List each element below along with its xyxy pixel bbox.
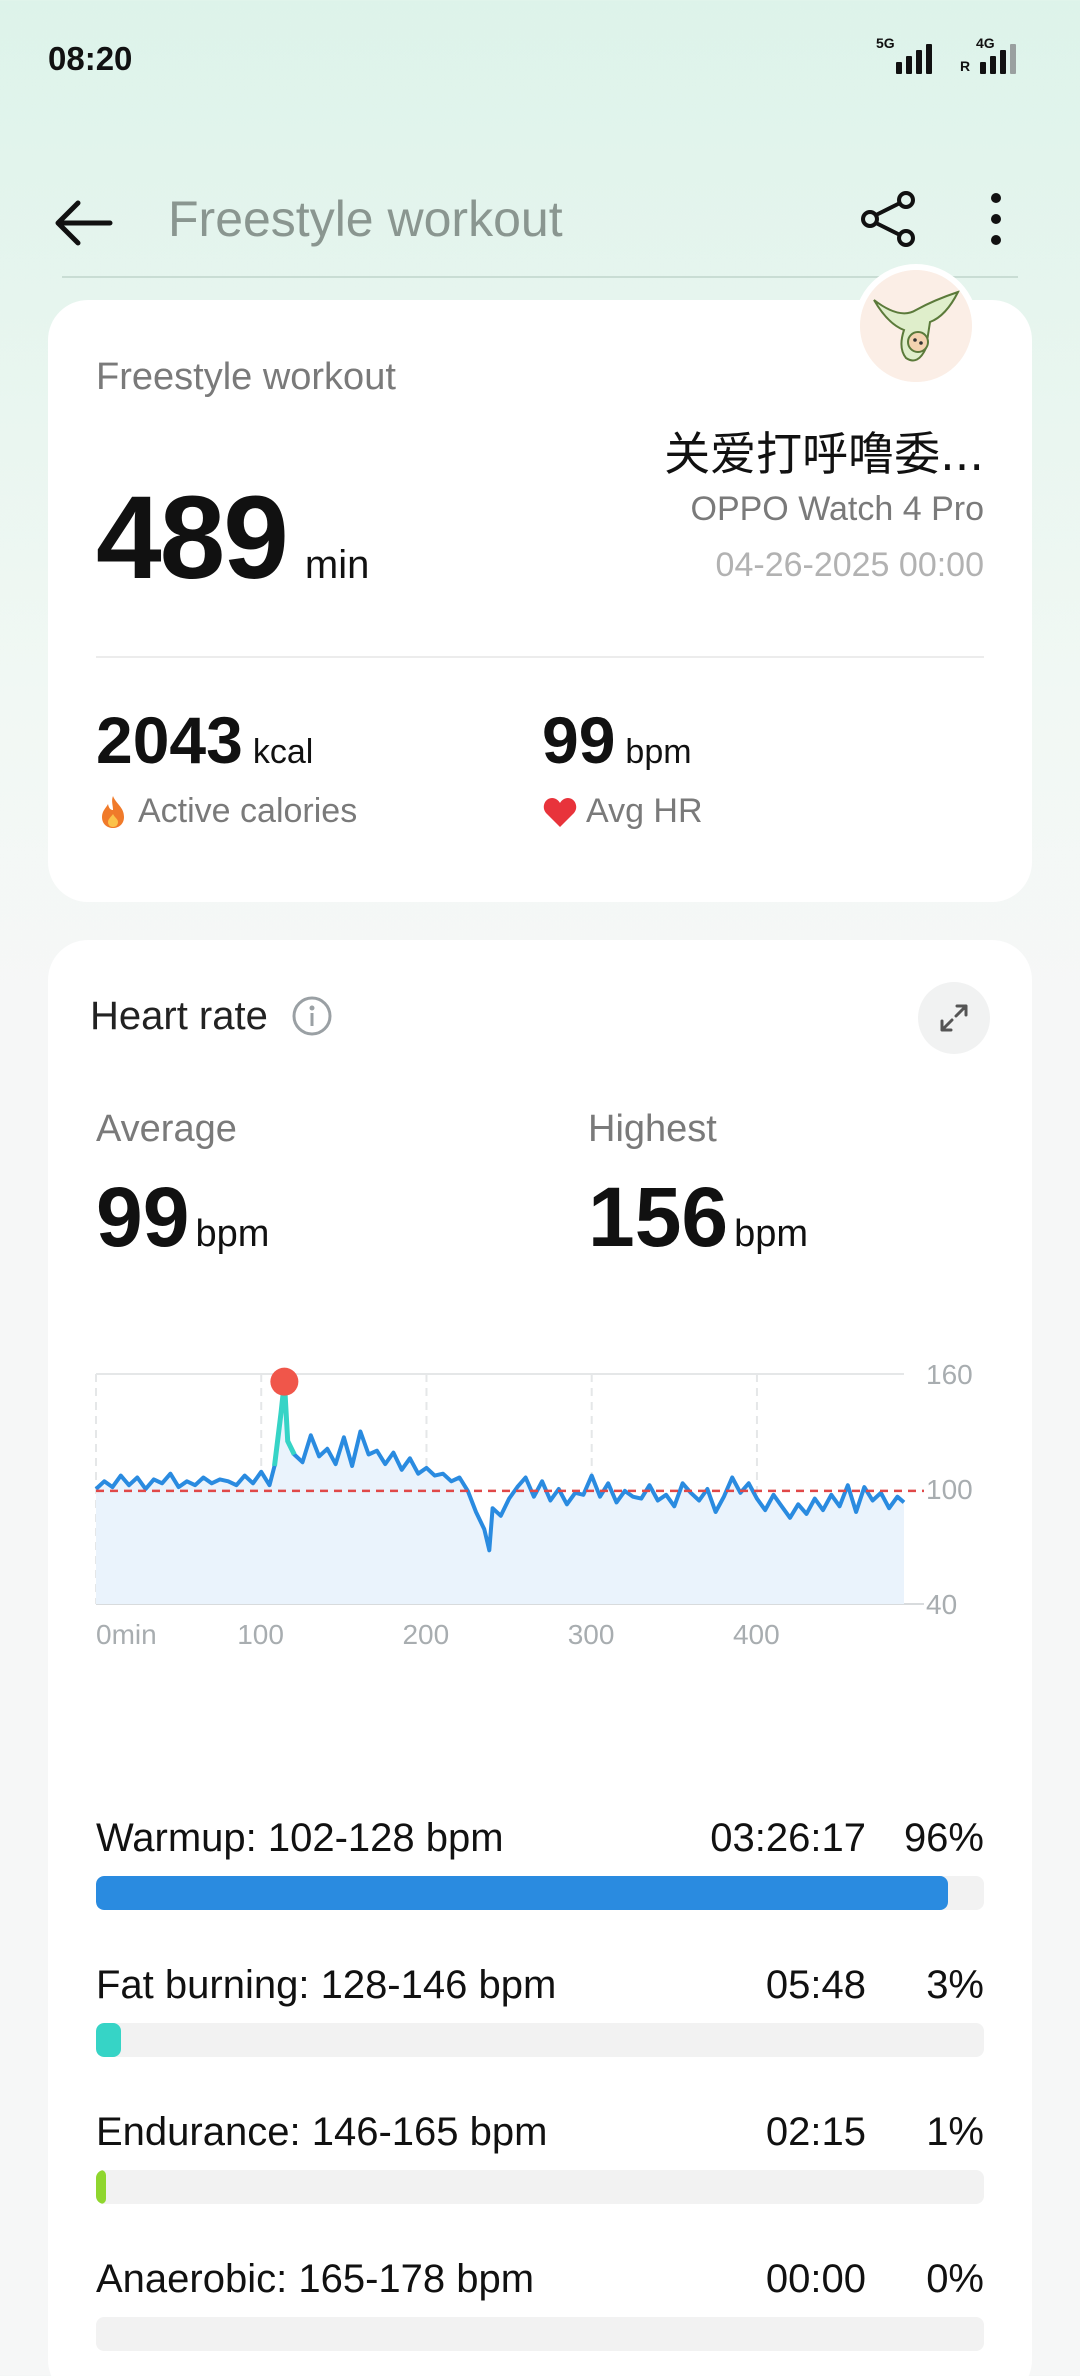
workout-date: 04-26-2025 00:00 bbox=[715, 546, 984, 584]
workout-type-label: Freestyle workout bbox=[96, 356, 396, 398]
avg-hr-stat: 99 bpm Avg HR bbox=[542, 702, 703, 831]
more-options-button[interactable] bbox=[980, 188, 1012, 250]
share-button[interactable] bbox=[858, 188, 920, 250]
x-tick-2: 200 bbox=[402, 1619, 449, 1650]
zone-progress-fill bbox=[96, 2170, 106, 2204]
zone-percent: 3% bbox=[926, 1962, 984, 2007]
page-title: Freestyle workout bbox=[168, 191, 563, 247]
expand-icon bbox=[940, 1004, 968, 1032]
zone-time: 03:26:17 bbox=[710, 1815, 866, 1860]
signal-5g-icon: 5G bbox=[874, 35, 932, 74]
peak-marker bbox=[270, 1367, 299, 1396]
header-divider bbox=[62, 276, 1018, 278]
zone-item: Fat burning: 128-146 bpm 05:48 3% bbox=[96, 1957, 984, 2104]
duration-unit: min bbox=[304, 543, 370, 587]
avg-hr-label: Avg HR bbox=[586, 792, 703, 830]
zone-item: Anaerobic: 165-178 bpm 00:00 0% bbox=[96, 2251, 984, 2376]
zone-name: Fat burning: 128-146 bpm bbox=[96, 1962, 557, 2007]
hr-average-label: Average bbox=[96, 1108, 237, 1150]
zone-item: Warmup: 102-128 bpm 03:26:17 96% bbox=[96, 1810, 984, 1957]
y-tick-100: 100 bbox=[926, 1474, 973, 1505]
signal-4g-label: 4G bbox=[976, 35, 995, 51]
back-button[interactable] bbox=[50, 188, 120, 258]
y-tick-160: 160 bbox=[926, 1359, 973, 1390]
status-time: 08:20 bbox=[48, 40, 133, 77]
heart-icon bbox=[543, 797, 577, 827]
avatar-illustration bbox=[860, 270, 972, 382]
zone-item: Endurance: 146-165 bpm 02:15 1% bbox=[96, 2104, 984, 2251]
avg-hr-unit: bpm bbox=[625, 733, 692, 771]
hr-highest: Highest 156 bpm bbox=[588, 1108, 808, 1266]
hr-area bbox=[96, 1381, 904, 1604]
zone-progress-track bbox=[96, 2023, 984, 2057]
duration-value: 489 bbox=[96, 472, 289, 604]
zone-percent: 96% bbox=[903, 1815, 984, 1860]
x-tick-3: 300 bbox=[568, 1619, 615, 1650]
flame-icon bbox=[102, 795, 124, 828]
calories-value: 2043 bbox=[96, 703, 243, 777]
user-avatar[interactable] bbox=[854, 264, 978, 388]
zone-progress-fill bbox=[96, 2023, 121, 2057]
avg-hr-value: 99 bbox=[542, 703, 616, 777]
app-header: Freestyle workout bbox=[0, 170, 1080, 280]
zone-name: Endurance: 146-165 bpm bbox=[96, 2109, 548, 2154]
duration: 489 min bbox=[96, 470, 369, 606]
zone-percent: 0% bbox=[926, 2256, 984, 2301]
calories-stat: 2043 kcal Active calories bbox=[96, 702, 357, 831]
signal-4g-icon: 4G R bbox=[958, 35, 1016, 74]
hr-highest-value: 156 bbox=[588, 1170, 729, 1264]
workout-summary-card: Freestyle workout 489 min 关爱打呼噜委... OPPO… bbox=[48, 264, 1032, 902]
y-tick-40: 40 bbox=[926, 1589, 957, 1620]
device-name: OPPO Watch 4 Pro bbox=[690, 490, 985, 528]
hr-line bbox=[94, 1379, 906, 1553]
x-tick-1: 100 bbox=[237, 1619, 284, 1650]
x-tick-0: 0min bbox=[96, 1619, 157, 1650]
signal-5g-label: 5G bbox=[876, 35, 895, 51]
heart-rate-zones: Warmup: 102-128 bpm 03:26:17 96% Fat burnin… bbox=[96, 1810, 984, 2376]
zone-percent: 1% bbox=[926, 2109, 984, 2154]
summary-divider bbox=[96, 656, 984, 658]
zone-time: 00:00 bbox=[765, 2256, 866, 2301]
zone-progress-track bbox=[96, 1876, 984, 1910]
zone-time: 02:15 bbox=[765, 2109, 866, 2154]
x-tick-4: 400 bbox=[733, 1619, 780, 1650]
status-bar: 08:20 5G 4G R bbox=[0, 0, 1080, 120]
heart-rate-title: Heart rate bbox=[90, 994, 268, 1038]
heart-rate-card: Heart rate Average 99 bpm Highest 156 bp… bbox=[48, 940, 1032, 2376]
roaming-label: R bbox=[960, 58, 971, 74]
info-icon[interactable] bbox=[292, 996, 332, 1036]
hr-average: Average 99 bpm bbox=[96, 1108, 269, 1266]
zone-progress-track bbox=[96, 2317, 984, 2351]
calories-label: Active calories bbox=[138, 792, 358, 830]
heart-rate-chart[interactable]: 160 100 40 0min 100 200 300 400 bbox=[48, 1350, 1032, 1690]
calories-unit: kcal bbox=[252, 733, 314, 771]
zone-name: Warmup: 102-128 bpm bbox=[96, 1815, 504, 1860]
expand-chart-button[interactable] bbox=[918, 982, 990, 1054]
zone-name: Anaerobic: 165-178 bpm bbox=[96, 2256, 535, 2301]
more-vertical-icon bbox=[991, 193, 1001, 245]
hr-highest-unit: bpm bbox=[734, 1213, 809, 1255]
back-arrow-icon bbox=[55, 200, 113, 246]
status-icons: 5G 4G R bbox=[874, 35, 1016, 74]
hr-average-value: 99 bbox=[96, 1170, 190, 1264]
share-icon bbox=[861, 191, 915, 247]
user-name: 关爱打呼噜委... bbox=[664, 427, 984, 481]
hr-average-unit: bpm bbox=[195, 1213, 270, 1255]
zone-progress-track bbox=[96, 2170, 984, 2204]
zone-time: 05:48 bbox=[765, 1962, 866, 2007]
hr-highest-label: Highest bbox=[588, 1108, 717, 1150]
zone-progress-fill bbox=[96, 1876, 949, 1910]
